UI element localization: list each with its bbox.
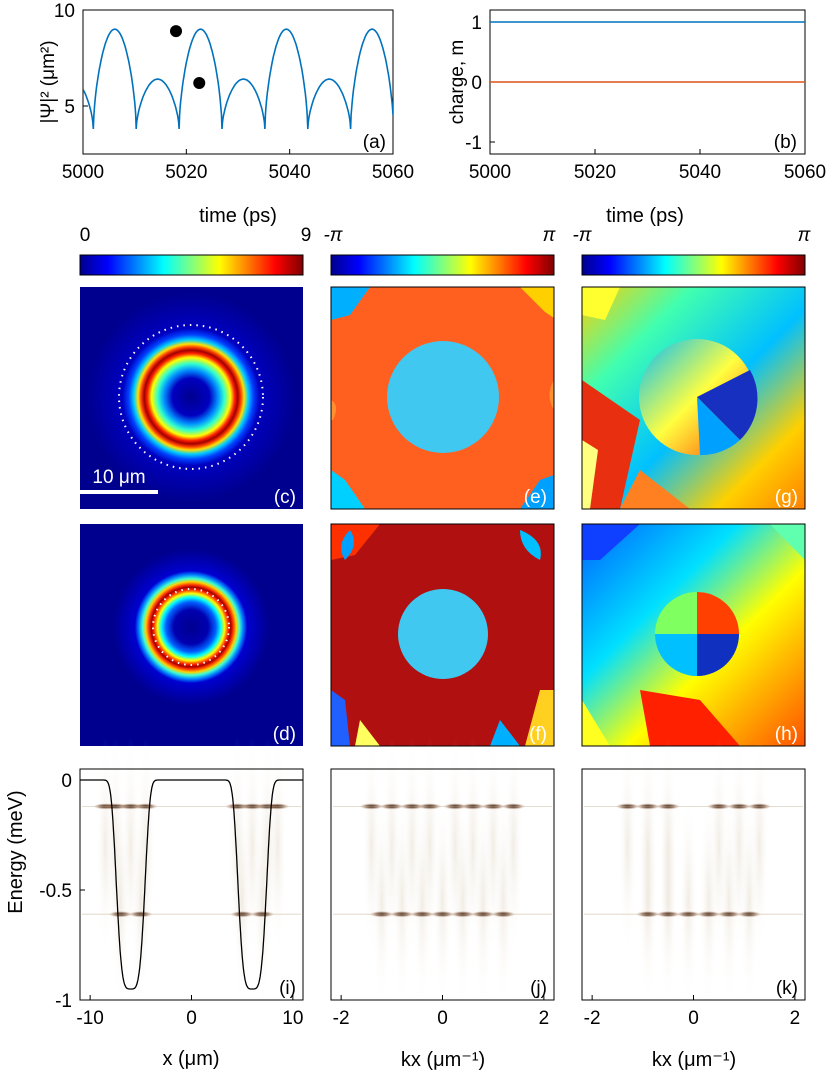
ylabel-b: charge, m (447, 40, 468, 124)
phase-e-core (387, 341, 499, 453)
axes-i-xtick-label: 10 (282, 1008, 303, 1029)
colorbars: 0 9 -π π -π π (79, 225, 812, 276)
colorbar-3 (581, 254, 806, 276)
panel-j: -2 0 2 kx (μm⁻¹) (j) (330, 736, 555, 1071)
axes-i-xtick-label: -10 (76, 1008, 103, 1029)
marker-a-1 (170, 25, 182, 38)
marker-a-2 (193, 76, 206, 89)
axes-a-ytick-label: 5 (64, 97, 75, 118)
panel-label-f: (f) (529, 724, 547, 745)
axes-b-ytick-label: -1 (465, 133, 482, 154)
axes-k-ticks: -2 0 2 (584, 995, 800, 1029)
panel-label-h: (h) (775, 724, 798, 745)
xlabel-a: time (ps) (199, 205, 277, 227)
panel-label-b: (b) (774, 132, 797, 153)
series-a-line (83, 28, 393, 130)
panel-b: 5000 5020 5040 5060 -1 0 1 charge, m time (ps)… (447, 9, 826, 227)
axes-j-xtick-label: 2 (539, 1008, 550, 1029)
colorbar-2-max: π (543, 225, 557, 246)
panel-e: (e) (331, 287, 554, 509)
ylabel-i: Energy (meV) (5, 790, 27, 913)
panel-i: -10 0 10 -1 -0.5 0 Energy (meV) x (μm) (i) (5, 736, 304, 1070)
panel-c: 10 μm (c) (80, 287, 303, 509)
panel-g: (g) (582, 287, 805, 509)
axes-a-ticks: 5000 5020 5040 5060 5 10 (54, 1, 414, 183)
panel-f: (f) (331, 524, 554, 746)
axes-a-xtick-label: 5060 (372, 162, 414, 183)
colorbar-3-min: -π (572, 225, 592, 246)
xlabel-i: x (μm) (162, 1048, 219, 1070)
axes-i-ytick-label: -1 (55, 991, 72, 1012)
series-b-lines (490, 21, 805, 83)
panel-d: (d) (80, 524, 303, 746)
xlabel-j: kx (μm⁻¹) (401, 1049, 485, 1071)
spectrum-j-bands (333, 803, 552, 918)
colorbar-3-max: π (798, 225, 812, 246)
axes-b-xtick-label: 5040 (679, 162, 721, 183)
colorbar-2 (330, 254, 555, 276)
axes-i-ticks: -10 0 10 -1 -0.5 0 (39, 771, 303, 1029)
spectrum-k-bands (584, 803, 803, 918)
panel-label-i: (i) (279, 978, 296, 999)
colorbar-1-min: 0 (80, 225, 91, 246)
axes-b-xtick-label: 5060 (784, 162, 826, 183)
panel-label-c: (c) (274, 487, 296, 508)
axes-a-ytick-label: 10 (54, 1, 75, 22)
potential-i-curve (80, 779, 303, 990)
panel-k: -2 0 2 kx (μm⁻¹) (k) (581, 736, 806, 1071)
axes-k-xtick-label: 2 (790, 1008, 801, 1029)
panel-label-g: (g) (775, 487, 798, 508)
axes-a-xtick-label: 5000 (62, 162, 104, 183)
axes-k-xtick-label: -2 (584, 1008, 601, 1029)
density-d-rings (113, 549, 269, 705)
phase-f-core (398, 589, 488, 679)
axes-a-frame (82, 9, 394, 155)
axes-b-ticks: 5000 5020 5040 5060 -1 0 1 (465, 13, 826, 183)
panel-label-k: (k) (776, 978, 798, 999)
ylabel-a: |Ψ|² (μm²) (38, 40, 59, 123)
panel-label-e: (e) (524, 487, 547, 508)
xlabel-b: time (ps) (606, 205, 684, 227)
colorbar-1-max: 9 (301, 225, 312, 246)
axes-b-ytick-label: 1 (471, 13, 482, 34)
colorbar-1 (79, 254, 304, 276)
axes-a-xtick-label: 5040 (269, 162, 311, 183)
axes-k-xtick-label: 0 (688, 1008, 699, 1029)
axes-i-ytick-label: 0 (61, 771, 72, 792)
axes-b-xtick-label: 5020 (574, 162, 616, 183)
density-d-dotted-circle (152, 588, 230, 666)
xlabel-k: kx (μm⁻¹) (652, 1049, 736, 1071)
axes-a-xtick-label: 5020 (165, 162, 207, 183)
axes-j-ticks: -2 0 2 (333, 995, 549, 1029)
axes-b-xtick-label: 5000 (469, 162, 511, 183)
axes-j-xtick-label: 0 (437, 1008, 448, 1029)
panel-label-j: (j) (530, 978, 547, 999)
panel-a: 5000 5020 5040 5060 5 10 |Ψ|² (μm²) time (ps)… (38, 1, 414, 227)
panel-label-a: (a) (363, 132, 386, 153)
markers-a (170, 25, 206, 89)
axes-i-xtick-label: 0 (186, 1008, 197, 1029)
density-c-rings (87, 293, 295, 501)
scale-bar (80, 490, 158, 494)
scale-bar-label: 10 μm (92, 467, 145, 488)
axes-b-ytick-label: 0 (471, 73, 482, 94)
axes-j-xtick-label: -2 (333, 1008, 350, 1029)
axes-i-ytick-label: -0.5 (39, 881, 72, 902)
density-c-dotted-circle (118, 324, 264, 470)
colorbar-2-min: -π (323, 225, 343, 246)
panel-h: (h) (582, 524, 805, 746)
